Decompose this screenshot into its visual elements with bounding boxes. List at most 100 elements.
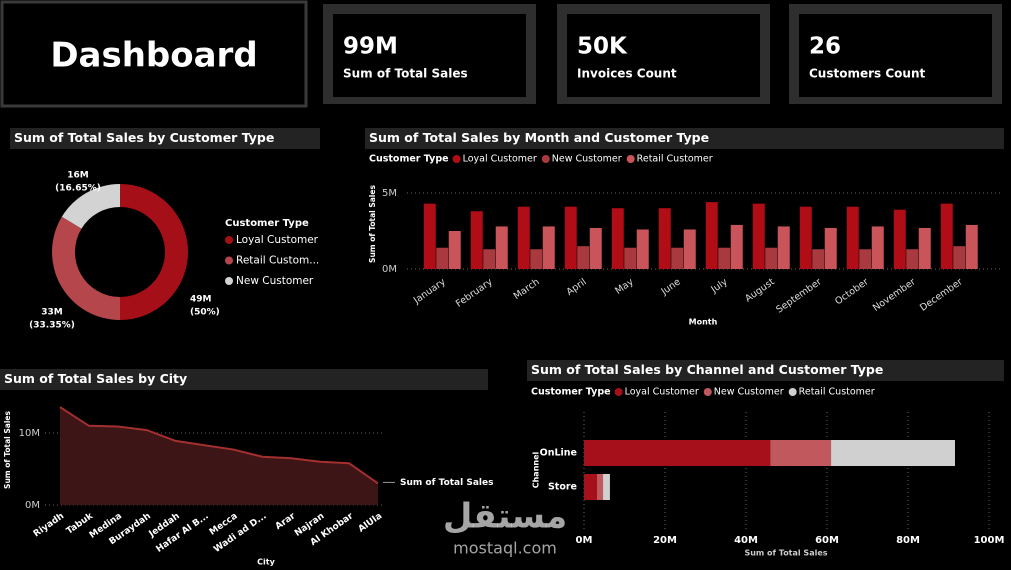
legend-marker (225, 277, 233, 285)
chart-title-bar (10, 128, 320, 149)
bar (542, 226, 555, 269)
bar (765, 247, 778, 269)
legend-label: New Customer (714, 387, 784, 398)
kpi-value: 99M (343, 34, 398, 60)
bar (671, 247, 684, 269)
bar (893, 209, 906, 269)
y-tick-label: 5M (382, 188, 397, 199)
bar (777, 226, 790, 269)
bar (730, 224, 743, 269)
y-axis-title: Channel (532, 451, 541, 488)
bar (683, 229, 696, 269)
y-axis-title: Sum of Total Sales (368, 185, 377, 263)
data-label: 16M (67, 171, 89, 181)
legend-marker (626, 155, 635, 163)
donut-slice (120, 184, 188, 320)
bar (483, 249, 496, 269)
bar (918, 227, 931, 269)
bar (871, 226, 884, 269)
bar-segment (770, 440, 832, 466)
kpi-value: 50K (577, 34, 628, 60)
data-label: 49M (190, 295, 212, 305)
data-label-percent: (50%) (190, 308, 220, 318)
bar (530, 249, 543, 269)
legend-title: Customer Type (531, 387, 611, 398)
bar-segment (584, 474, 597, 500)
bar (752, 203, 765, 269)
watermark-latin: mostaql.com (453, 539, 557, 558)
bar (705, 202, 718, 269)
y-tick-label: Store (548, 482, 577, 493)
kpi-label: Customers Count (809, 67, 925, 81)
kpi-label: Invoices Count (577, 67, 677, 81)
chart-title-bar (0, 369, 488, 390)
bar (859, 249, 872, 269)
bar (448, 231, 461, 269)
bar (718, 247, 731, 269)
dashboard-title: Dashboard (50, 36, 257, 76)
x-axis-title: City (257, 558, 275, 567)
x-tick-label: 80M (896, 535, 920, 546)
y-tick-label: 10M (19, 428, 40, 439)
data-label: 33M (41, 308, 63, 318)
x-tick-label: 0M (576, 535, 593, 546)
donut-slice (51, 216, 120, 320)
x-tick-label: 60M (815, 535, 839, 546)
x-axis-title: Sum of Total Sales (744, 549, 827, 558)
line (59, 406, 379, 485)
bar (564, 206, 577, 269)
legend-marker (541, 155, 550, 163)
title-box (0, 0, 308, 108)
bar (658, 208, 671, 269)
kpi-card (567, 14, 760, 97)
legend-label: Retail Customer (799, 387, 875, 398)
bar (423, 203, 436, 269)
legend-label: New Customer (236, 275, 314, 287)
legend-title: Customer Type (225, 218, 309, 229)
chart-title: Sum of Total Sales by Month and Customer… (369, 130, 709, 145)
y-tick-label: OnLine (540, 448, 577, 459)
watermark-arabic: مستقل (443, 497, 567, 537)
bar-segment (831, 440, 955, 466)
chart-title-bar (527, 360, 1004, 381)
legend-title: Customer Type (369, 154, 449, 165)
bar-segment (596, 474, 604, 500)
bar (577, 246, 590, 269)
chart-title: Sum of Total Sales by Customer Type (14, 130, 274, 145)
legend-label: Retail Custom... (236, 255, 319, 267)
legend-label: Retail Customer (637, 154, 713, 165)
y-axis-title: Sum of Total Sales (3, 411, 12, 489)
kpi-card (333, 14, 526, 97)
bar (636, 229, 649, 269)
legend-marker (703, 388, 712, 396)
legend-label: Loyal Customer (625, 387, 699, 398)
x-axis-title: Month (689, 318, 718, 327)
legend-label: Loyal Customer (236, 234, 319, 246)
bar-segment (603, 474, 610, 500)
bar (589, 227, 602, 269)
x-tick-label: 100M (974, 535, 1005, 546)
x-tick-label: 40M (734, 535, 758, 546)
bar (624, 247, 637, 269)
bar (436, 247, 449, 269)
bar (940, 203, 953, 269)
y-tick-label: 0M (382, 264, 397, 275)
legend-marker (225, 236, 233, 244)
legend-label: Sum of Total Sales (400, 478, 493, 488)
bar (965, 224, 978, 269)
bar (906, 249, 919, 269)
legend-marker (788, 388, 797, 396)
x-tick-label: 20M (653, 535, 677, 546)
bar (812, 249, 825, 269)
legend-marker (452, 155, 461, 163)
data-label-percent: (16.65%) (55, 184, 101, 194)
bar (517, 206, 530, 269)
legend-label: Loyal Customer (463, 154, 537, 165)
data-label-percent: (33.35%) (29, 321, 75, 331)
donut-slice (61, 184, 120, 229)
y-tick-label: 0M (25, 500, 40, 511)
bar (824, 227, 837, 269)
chart-title: Sum of Total Sales by City (4, 371, 187, 386)
bar (846, 206, 859, 269)
